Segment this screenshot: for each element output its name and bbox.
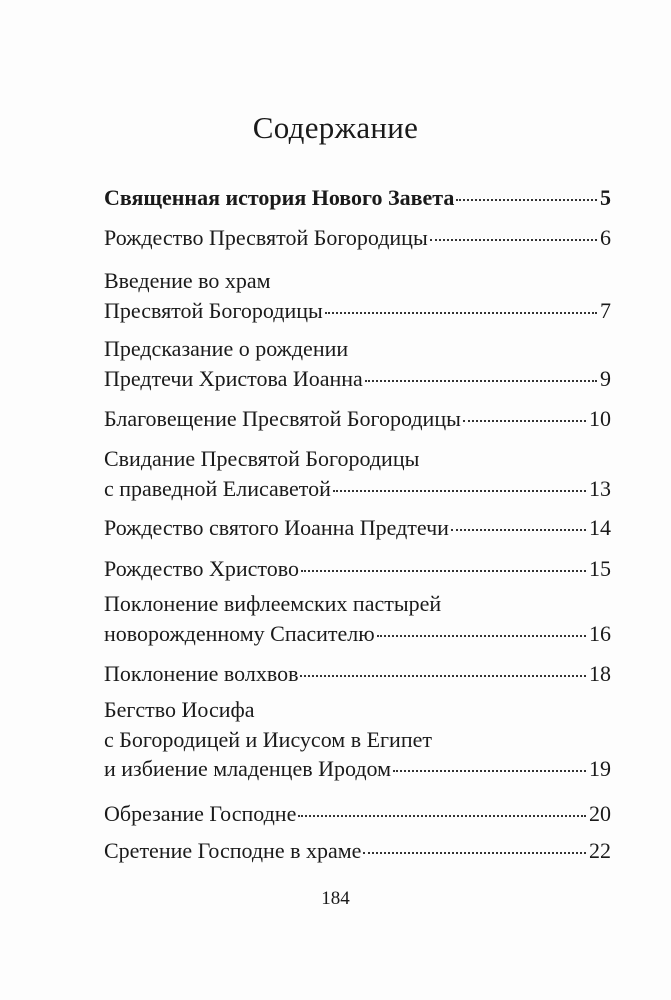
toc-entry: Поклонение вифлеемских пастырей новорожде… bbox=[104, 589, 611, 648]
dot-leader bbox=[324, 311, 597, 314]
toc-entry-title: Введение во храм bbox=[104, 268, 271, 293]
toc-entry: Рождество Христово 15 bbox=[104, 554, 611, 584]
toc-entry-title: Рождество Христово bbox=[104, 556, 299, 581]
toc-entry: Свидание Пресвятой Богородицы с праведной… bbox=[104, 444, 611, 503]
toc-entry-line: Рождество святого Иоанна Предтечи 14 bbox=[104, 513, 611, 543]
toc-entry-page: 14 bbox=[589, 515, 611, 540]
dot-leader bbox=[393, 770, 586, 772]
toc-entry-page: 9 bbox=[600, 365, 611, 391]
toc-entry-title: Бегство Иосифа bbox=[104, 697, 255, 722]
dot-leader bbox=[300, 675, 586, 677]
dot-leader bbox=[300, 570, 586, 572]
dot-leader bbox=[332, 489, 586, 492]
dot-leader bbox=[376, 634, 586, 637]
toc-entry: Рождество Пресвятой Богородицы 6 bbox=[104, 223, 611, 253]
toc-entry-line: Обрезание Господне 20 bbox=[104, 799, 611, 829]
toc-entry-page: 10 bbox=[589, 406, 611, 431]
toc-entry-line: Бегство Иосифа bbox=[104, 695, 611, 725]
toc-entry-line: Поклонение вифлеемских пастырей bbox=[104, 589, 611, 619]
toc-entry: Поклонение волхвов 18 bbox=[104, 659, 611, 689]
toc-entry-line: Предтечи Христова Иоанна 9 bbox=[104, 364, 611, 394]
toc-entry-line: Священная история Нового Завета 5 bbox=[104, 183, 611, 213]
toc-entry-title: Благовещение Пресвятой Богородицы bbox=[104, 406, 461, 431]
toc-entry: Сретение Господне в храме 22 bbox=[104, 836, 611, 866]
toc-entry-line: Поклонение волхвов 18 bbox=[104, 659, 611, 689]
toc-entry-page: 22 bbox=[589, 838, 611, 863]
toc-entry-page: 20 bbox=[589, 801, 611, 826]
dot-leader bbox=[364, 379, 597, 382]
toc-entry-page: 16 bbox=[589, 620, 611, 646]
toc-entry-line: Благовещение Пресвятой Богородицы 10 bbox=[104, 404, 611, 434]
toc-entry-line: и избиение младенцев Иродом 19 bbox=[104, 754, 611, 784]
toc-entry-page: 6 bbox=[600, 225, 611, 250]
toc-entry-page: 5 bbox=[600, 185, 611, 210]
toc-entry: Бегство Иосифа с Богородицей и Иисусом в … bbox=[104, 695, 611, 784]
toc-entry-line: с праведной Елисаветой 13 bbox=[104, 474, 611, 504]
toc-entry-line: Рождество Пресвятой Богородицы 6 bbox=[104, 223, 611, 253]
toc-entry-line: новорожденному Спасителю 16 bbox=[104, 619, 611, 649]
toc-entry: Рождество святого Иоанна Предтечи 14 bbox=[104, 513, 611, 543]
toc-entry-title: и избиение младенцев Иродом bbox=[104, 756, 392, 781]
toc-entry-page: 15 bbox=[589, 556, 611, 581]
toc-entry-line: Рождество Христово 15 bbox=[104, 554, 611, 584]
toc-entry: Предсказание о рождении Предтечи Христова… bbox=[104, 334, 611, 393]
dot-leader bbox=[462, 420, 586, 422]
toc-entry-page: 7 bbox=[600, 297, 611, 323]
toc-entry: Священная история Нового Завета 5 bbox=[104, 183, 611, 213]
toc-entry-title: с праведной Елисаветой bbox=[104, 475, 331, 501]
dot-leader bbox=[429, 239, 597, 241]
toc-entry-title: Рождество святого Иоанна Предтечи bbox=[104, 515, 449, 540]
toc-entry-line: Свидание Пресвятой Богородицы bbox=[104, 444, 611, 474]
dot-leader bbox=[456, 199, 597, 201]
toc-entry-title: Пресвятой Богородицы bbox=[104, 297, 323, 323]
toc-entry-line: Пресвятой Богородицы 7 bbox=[104, 296, 611, 326]
dot-leader bbox=[363, 852, 586, 854]
toc-entry-title: Поклонение волхвов bbox=[104, 661, 299, 686]
toc-entry-title: Сретение Господне в храме bbox=[104, 838, 362, 863]
toc-entry-title: Свидание Пресвятой Богородицы bbox=[104, 446, 420, 471]
toc-entry: Благовещение Пресвятой Богородицы 10 bbox=[104, 404, 611, 434]
toc-entry-page: 13 bbox=[589, 475, 611, 501]
toc-entry-line: с Богородицей и Иисусом в Египет bbox=[104, 725, 611, 755]
toc-entry-line: Введение во храм bbox=[104, 266, 611, 296]
toc-entry-line: Сретение Господне в храме 22 bbox=[104, 836, 611, 866]
toc-entry: Обрезание Господне 20 bbox=[104, 799, 611, 829]
toc-entry: Введение во храм Пресвятой Богородицы 7 bbox=[104, 266, 611, 325]
toc-entry-title: Предтечи Христова Иоанна bbox=[104, 365, 363, 391]
toc-entry-line: Предсказание о рождении bbox=[104, 334, 611, 364]
toc-entry-title: с Богородицей и Иисусом в Египет bbox=[104, 726, 432, 752]
toc-entry-title: Обрезание Господне bbox=[104, 801, 297, 826]
toc-entry-title: новорожденному Спасителю bbox=[104, 620, 375, 646]
toc-entry-page: 19 bbox=[589, 756, 611, 781]
page-number: 184 bbox=[321, 888, 350, 909]
toc-entry-page: 18 bbox=[589, 661, 611, 686]
dot-leader bbox=[298, 815, 586, 817]
page-title: Содержание bbox=[252, 110, 419, 145]
toc-entry-title: Рождество Пресвятой Богородицы bbox=[104, 225, 428, 250]
toc-entry-title: Священная история Нового Завета bbox=[104, 185, 455, 210]
toc-entry-title: Предсказание о рождении bbox=[104, 336, 349, 361]
dot-leader bbox=[450, 529, 586, 531]
toc-entry-title: Поклонение вифлеемских пастырей bbox=[104, 591, 442, 616]
